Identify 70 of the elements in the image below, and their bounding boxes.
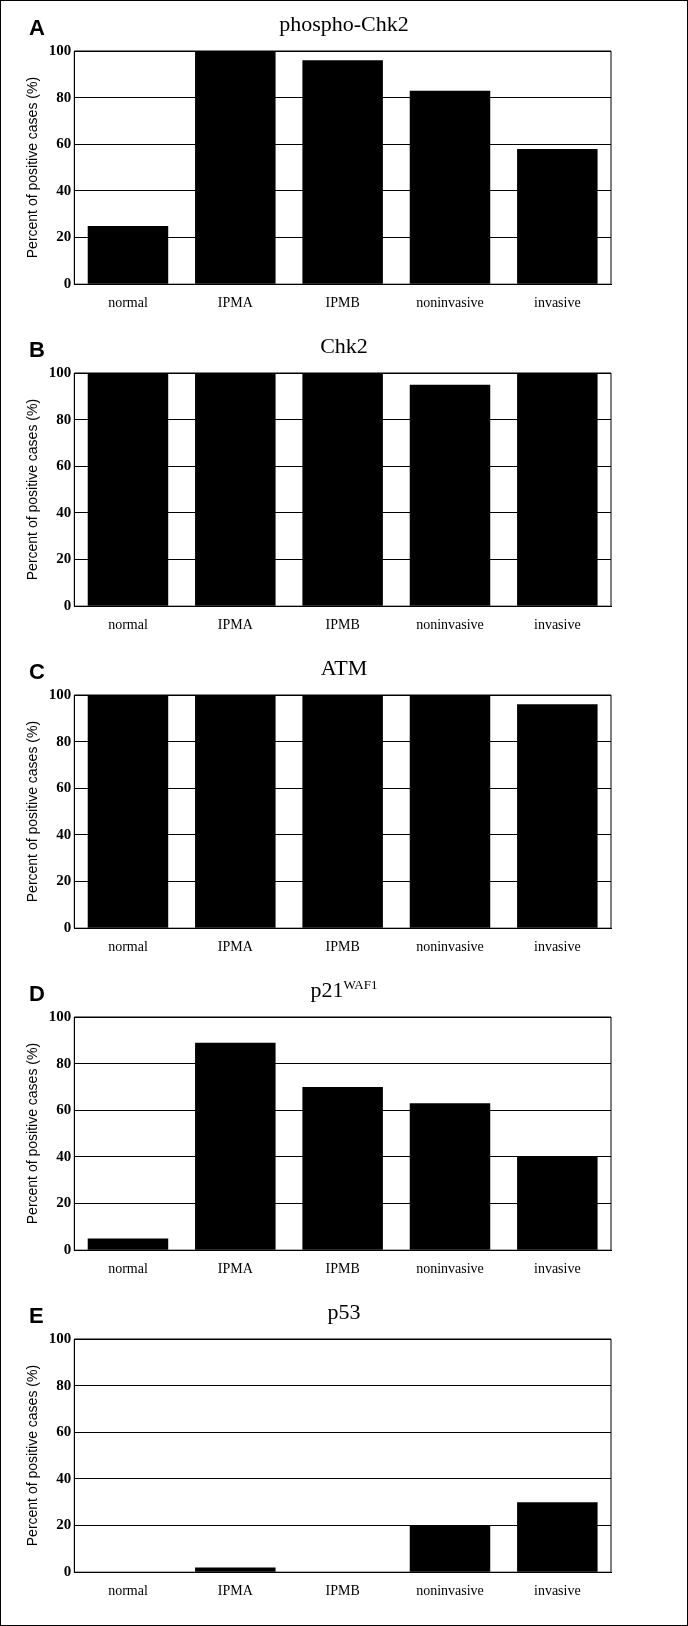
y-tick-label: 20 [56, 1516, 72, 1533]
y-tick-label: 60 [56, 1101, 72, 1118]
chart-title: p21$^{WAF1}$ [310, 977, 378, 1003]
x-tick-label: invasive [534, 939, 581, 955]
chart-title: phospho-Chk2 [279, 11, 409, 36]
y-tick-label: 20 [56, 872, 72, 889]
y-tick-label: 100 [48, 1007, 72, 1024]
y-tick-label: 80 [56, 1054, 72, 1071]
text: A [29, 15, 45, 41]
y-tick-label: 40 [56, 825, 72, 842]
y-tick-label: 100 [48, 41, 72, 58]
text: E [29, 1303, 44, 1329]
x-tick-label: IPMB [325, 1261, 360, 1277]
y-tick-label: 40 [56, 503, 72, 520]
y-tick-label: 40 [56, 1147, 72, 1164]
x-tick-label: IPMB [325, 617, 360, 633]
x-tick-label: IPMA [217, 295, 254, 311]
chart-title: ATM [320, 655, 368, 680]
x-tick-label: IPMA [217, 939, 254, 955]
text: C [29, 659, 45, 685]
x-tick-label: IPMB [325, 1583, 360, 1599]
y-tick-label: 80 [56, 88, 72, 105]
y-tick-label: 20 [56, 1194, 72, 1211]
y-axis-title: Percent of positive cases (%) [24, 76, 41, 259]
chart-title: p53 [327, 1299, 361, 1324]
x-tick-label: invasive [534, 295, 581, 311]
x-tick-label: IPMA [217, 1583, 254, 1599]
x-tick-label: IPMA [217, 617, 254, 633]
x-tick-label: noninvasive [416, 939, 484, 955]
x-tick-label: normal [108, 617, 148, 633]
x-tick-label: noninvasive [416, 1261, 484, 1277]
y-tick-label: 0 [63, 1241, 72, 1258]
x-tick-label: noninvasive [416, 1583, 484, 1599]
y-tick-label: 80 [56, 410, 72, 427]
y-axis-title: Percent of positive cases (%) [24, 720, 41, 903]
y-tick-label: 100 [48, 685, 72, 702]
x-tick-label: normal [108, 939, 148, 955]
y-axis-title: Percent of positive cases (%) [24, 1364, 41, 1547]
x-tick-label: noninvasive [416, 617, 484, 633]
y-tick-label: 80 [56, 732, 72, 749]
y-tick-label: 0 [63, 1563, 72, 1580]
text: D [29, 981, 45, 1007]
y-tick-label: 20 [56, 550, 72, 567]
y-tick-label: 100 [48, 1329, 72, 1346]
x-tick-label: normal [108, 295, 148, 311]
x-tick-label: IPMB [325, 295, 360, 311]
chart-title: Chk2 [320, 333, 368, 358]
y-tick-label: 40 [56, 181, 72, 198]
y-tick-label: 60 [56, 1423, 72, 1440]
x-tick-label: invasive [534, 617, 581, 633]
y-tick-label: 0 [63, 919, 72, 936]
y-tick-label: 100 [48, 363, 72, 380]
x-tick-label: invasive [534, 1261, 581, 1277]
x-tick-label: invasive [534, 1583, 581, 1599]
y-tick-label: 60 [56, 779, 72, 796]
y-tick-label: 60 [56, 135, 72, 152]
y-tick-label: 0 [63, 275, 72, 292]
y-tick-label: 0 [63, 597, 72, 614]
x-tick-label: IPMA [217, 1261, 254, 1277]
x-tick-label: noninvasive [416, 295, 484, 311]
y-tick-label: 20 [56, 228, 72, 245]
x-tick-label: IPMB [325, 939, 360, 955]
y-axis-title: Percent of positive cases (%) [24, 398, 41, 581]
y-tick-label: 40 [56, 1469, 72, 1486]
x-tick-label: normal [108, 1261, 148, 1277]
text: B [29, 337, 45, 363]
x-tick-label: normal [108, 1583, 148, 1599]
y-tick-label: 60 [56, 457, 72, 474]
y-tick-label: 80 [56, 1376, 72, 1393]
y-axis-title: Percent of positive cases (%) [24, 1042, 41, 1225]
